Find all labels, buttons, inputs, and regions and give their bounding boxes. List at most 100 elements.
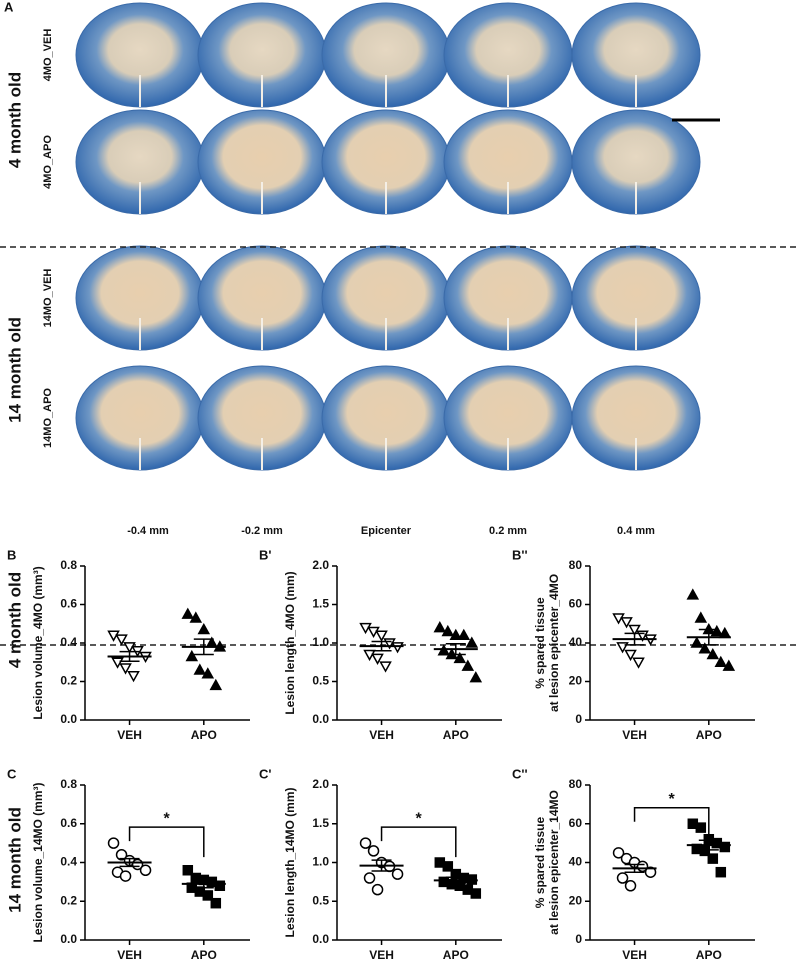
error-bar	[445, 643, 466, 656]
data-point	[715, 866, 727, 878]
error-bar	[698, 839, 719, 851]
data-point	[624, 649, 637, 662]
data-point	[363, 872, 376, 884]
data-point	[706, 648, 720, 660]
y-axis-label: % spared tissue	[533, 816, 547, 908]
x-tick-label: APO	[191, 728, 217, 742]
histology-panel	[75, 2, 701, 471]
x-tick-label: VEH	[622, 728, 647, 742]
y-tick-label: 0.2	[60, 893, 77, 907]
data-point	[694, 611, 708, 623]
significance-bracket	[633, 807, 710, 838]
data-point	[375, 630, 388, 642]
data-point	[469, 671, 483, 683]
panel-label: B''	[512, 547, 528, 562]
data-point	[185, 649, 199, 662]
data-point	[197, 622, 211, 635]
significance-label: *	[669, 791, 676, 808]
panel-label: B	[7, 547, 16, 562]
y-tick-label: 20	[569, 674, 583, 688]
x-tick-label: VEH	[369, 948, 394, 962]
error-bar	[371, 640, 392, 652]
error-bar	[119, 857, 140, 868]
charts: 0.0 0.2 0.4 0.6 0.8 Lesion volume_4MO (mm³) B V…	[7, 547, 755, 962]
x-tick-label: APO	[443, 948, 469, 962]
y-tick-label: 1.0	[312, 855, 329, 869]
data-point	[379, 661, 392, 673]
data-point	[624, 880, 637, 892]
row-group-label: 4 month old	[5, 572, 24, 668]
data-point	[628, 624, 641, 637]
y-axis-label: Lesion volume_4MO (mm³)	[31, 566, 45, 719]
significance-bracket	[128, 826, 205, 858]
y-tick-label: 0.2	[60, 674, 77, 688]
y-tick-label: 0.8	[60, 558, 77, 572]
error-bar	[193, 879, 214, 889]
data-point	[210, 897, 222, 909]
data-point	[699, 845, 711, 857]
y-tick-label: 1.0	[312, 635, 329, 649]
data-point	[123, 642, 136, 654]
data-point	[119, 663, 132, 675]
y-tick-label: 0.0	[60, 712, 77, 726]
data-point	[453, 651, 467, 664]
position-label: Epicenter	[361, 525, 412, 537]
data-point	[620, 617, 633, 629]
significance-label: *	[416, 810, 423, 827]
data-point	[371, 883, 384, 896]
error-bar	[193, 638, 214, 656]
row-label: 14MO_APO	[42, 388, 54, 448]
data-point	[214, 880, 226, 891]
y-tick-label: 1.5	[312, 816, 329, 830]
y-tick-label: 0.0	[312, 712, 329, 726]
x-tick-label: APO	[696, 728, 722, 742]
y-tick-label: 2.0	[312, 558, 329, 572]
data-point	[359, 837, 372, 849]
data-point	[718, 626, 732, 639]
data-point	[363, 649, 376, 662]
row-group-label: 14 month old	[5, 807, 24, 913]
data-point	[719, 841, 731, 853]
x-tick-label: VEH	[117, 728, 142, 742]
y-axis-label: % spared tissue	[533, 597, 547, 689]
x-tick-label: VEH	[117, 948, 142, 962]
data-point	[181, 607, 195, 619]
position-label: 0.2 mm	[489, 525, 527, 537]
y-tick-label: 20	[569, 893, 583, 907]
x-tick-label: VEH	[622, 948, 647, 962]
panel-label: C	[7, 766, 17, 781]
y-tick-label: 0.4	[60, 635, 77, 649]
row-label: 14MO_VEH	[42, 269, 54, 328]
data-point	[209, 678, 223, 691]
error-bar	[698, 628, 719, 646]
section-label: 4 month old	[5, 72, 24, 168]
data-point	[461, 659, 475, 671]
data-point	[695, 822, 707, 833]
y-axis-label: at lesion epicenter_4MO	[547, 574, 561, 712]
y-axis-label: Lesion length_4MO (mm)	[283, 571, 297, 714]
y-tick-label: 0.4	[60, 855, 77, 869]
data-point	[182, 865, 194, 876]
data-point	[127, 670, 140, 683]
x-tick-label: APO	[696, 948, 722, 962]
error-bar	[445, 876, 466, 885]
data-point	[632, 657, 645, 669]
y-axis-label: at lesion epicenter_14MO	[547, 790, 561, 935]
y-tick-label: 0.6	[60, 816, 77, 830]
x-tick-label: APO	[443, 728, 469, 742]
y-tick-label: 40	[569, 635, 583, 649]
data-point	[115, 634, 128, 646]
data-point	[107, 630, 120, 642]
data-point	[189, 611, 203, 623]
data-point	[707, 853, 719, 864]
data-point	[111, 657, 124, 669]
y-tick-label: 0	[575, 712, 582, 726]
data-point	[465, 636, 479, 648]
error-bar	[624, 632, 645, 646]
data-point	[202, 890, 214, 901]
data-point	[616, 872, 629, 884]
y-tick-label: 0.0	[60, 932, 77, 946]
x-tick-label: VEH	[369, 728, 394, 742]
data-point	[710, 624, 724, 637]
